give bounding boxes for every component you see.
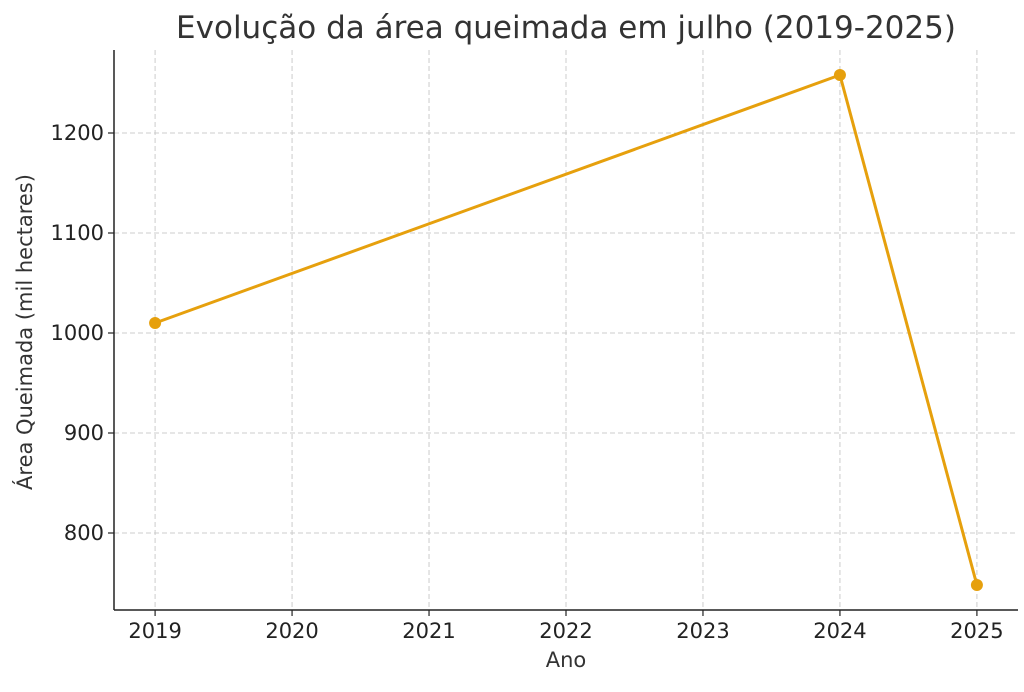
y-tick-label: 1100 [51,221,104,245]
grid [114,50,1018,610]
ticks: 2019 2020 2021 2022 2023 2024 2025 800 900 1000 11… [51,121,1004,643]
y-axis-label: Área Queimada (mil hectares) [12,174,37,490]
y-tick-label: 1000 [51,321,104,345]
x-tick-label: 2022 [539,619,592,643]
y-tick-label: 800 [64,521,104,545]
x-axis-label: Ano [546,648,587,672]
y-tick-label: 1200 [51,121,104,145]
y-tick-label: 900 [64,421,104,445]
x-tick-label: 2019 [128,619,181,643]
data-point [149,317,162,329]
data-point [970,579,983,591]
x-tick-label: 2024 [813,619,866,643]
chart-title: Evolução da área queimada em julho (2019… [176,10,956,46]
series-layer [149,69,983,591]
x-tick-label: 2025 [950,619,1003,643]
x-tick-label: 2021 [402,619,455,643]
x-tick-label: 2020 [265,619,318,643]
x-tick-label: 2023 [676,619,729,643]
data-point [833,69,846,81]
